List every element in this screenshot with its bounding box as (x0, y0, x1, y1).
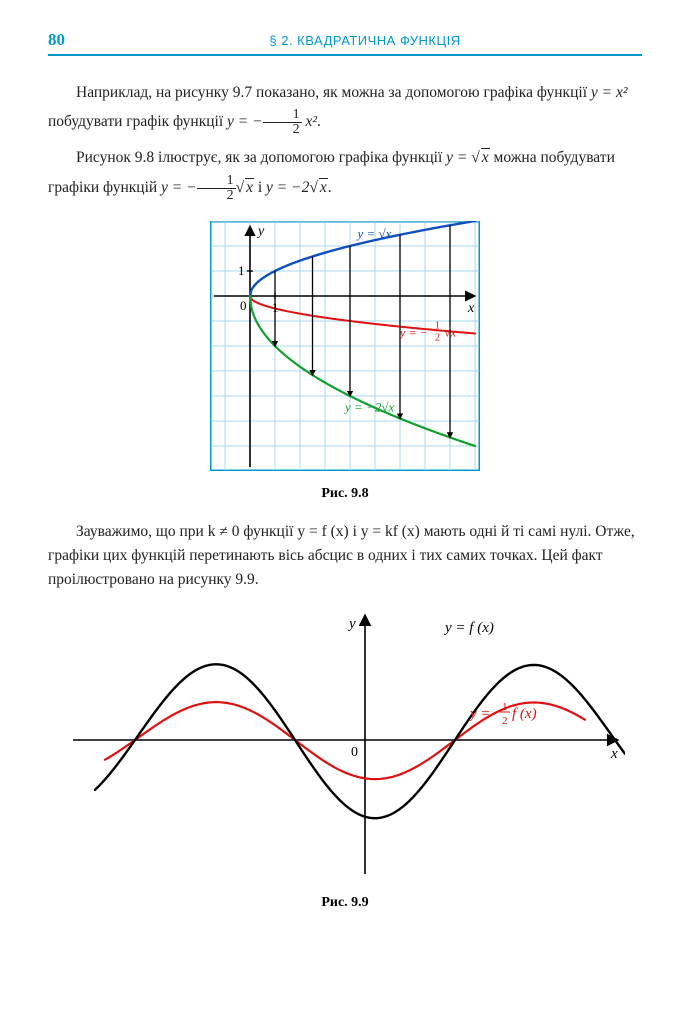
chart-wave: y x 0 y = f (x) y = 1 2 f (x) (65, 610, 625, 880)
eq-sqrt-x: y = √x (446, 149, 490, 166)
chart-sqrt: 011yxy = √xy = −12√xy = −2√x (210, 221, 480, 471)
svg-text:1: 1 (435, 320, 440, 331)
svg-text:√x: √x (444, 325, 457, 339)
paragraph-3: Зауважимо, що при k ≠ 0 функції y = f (x… (48, 520, 642, 592)
svg-text:1: 1 (238, 263, 245, 278)
text: і (254, 179, 266, 196)
figure-9-9-caption: Рис. 9.9 (48, 895, 642, 911)
svg-text:2: 2 (435, 332, 440, 343)
eq-yx2: y = x² (591, 84, 628, 101)
svg-text:y: y (256, 224, 265, 239)
svg-text:f (x): f (x) (512, 706, 537, 722)
svg-text:y = f (x): y = f (x) (443, 620, 494, 636)
paragraph-2: Рисунок 9.8 ілюструє, як за допомогою гр… (48, 143, 642, 202)
page-number: 80 (48, 30, 88, 50)
svg-text:y =: y = (468, 706, 491, 722)
svg-text:1: 1 (502, 701, 508, 713)
svg-text:y: y (347, 616, 356, 632)
paragraph-1: Наприклад, на рисунку 9.7 показано, як м… (48, 78, 642, 137)
svg-text:2: 2 (502, 715, 508, 727)
text: Наприклад, на рисунку 9.7 показано, як м… (76, 84, 591, 101)
eq-neg-half-sqrt: y = −12√x (161, 179, 254, 196)
page-header: 80 § 2. КВАДРАТИЧНА ФУНКЦІЯ (48, 30, 642, 56)
svg-text:0: 0 (351, 745, 358, 760)
text: побудувати графік функції (48, 113, 227, 130)
section-title: § 2. КВАДРАТИЧНА ФУНКЦІЯ (88, 33, 642, 48)
svg-text:y = √x: y = √x (356, 226, 392, 241)
svg-text:0: 0 (240, 298, 247, 313)
svg-text:y = −: y = − (399, 325, 428, 339)
svg-text:x: x (610, 746, 618, 762)
figure-9-8-caption: Рис. 9.8 (48, 486, 642, 502)
eq-half-x2: y = −12 x² (227, 113, 317, 130)
text: Рисунок 9.8 ілюструє, як за допомогою гр… (76, 149, 446, 166)
svg-text:x: x (467, 301, 475, 316)
eq-neg-2sqrt: y = −2√x (266, 179, 328, 196)
svg-text:1: 1 (272, 300, 279, 315)
page: 80 § 2. КВАДРАТИЧНА ФУНКЦІЯ Наприклад, н… (0, 0, 690, 969)
figure-9-8: 011yxy = √xy = −12√xy = −2√x (48, 221, 642, 476)
svg-text:y = −2√x: y = −2√x (343, 399, 394, 414)
figure-9-9: y x 0 y = f (x) y = 1 2 f (x) (48, 610, 642, 885)
